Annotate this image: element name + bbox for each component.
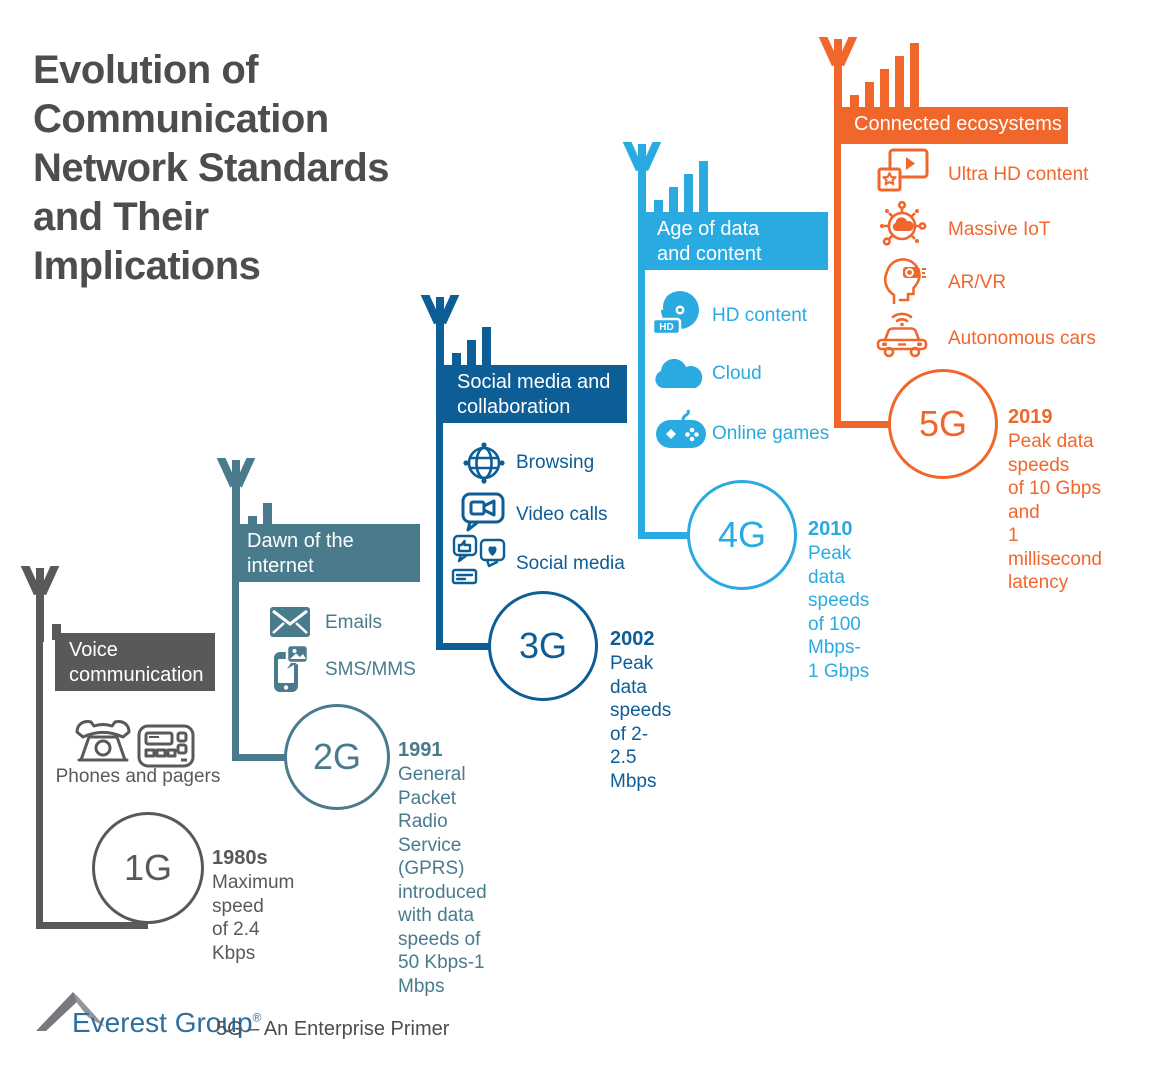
milestone-description-line-1: Peak data speeds xyxy=(1008,431,1094,476)
video-call-icon xyxy=(461,492,505,532)
cloud-icon xyxy=(649,352,707,392)
item-label-3g-3: Social media xyxy=(516,553,625,574)
registered-mark-icon: ® xyxy=(252,1010,262,1025)
milestone-description-line-2: of 100 Mbps-1 Gbps xyxy=(808,613,870,682)
section-header-line-1: Dawn of the xyxy=(247,530,354,552)
social-media-icon xyxy=(451,534,507,586)
envelope-icon xyxy=(270,607,310,637)
antenna-1-bar-icon xyxy=(20,566,68,642)
section-header-3g: Social media and collaboration xyxy=(443,365,627,423)
connector-vertical-line-4g xyxy=(638,205,645,539)
devices-caption-1g: Phones and pagers xyxy=(55,766,221,787)
pager-icon xyxy=(137,723,195,769)
everest-logo-mountain-icon xyxy=(36,990,112,1032)
ar-vr-icon xyxy=(881,254,927,304)
page-title-line-2: Communication xyxy=(33,97,329,141)
item-label-4g-2: Cloud xyxy=(712,363,762,384)
milestone-description-line-1: Maximum speed xyxy=(212,872,295,917)
milestone-year-2g: 1991 xyxy=(398,739,443,761)
section-header-line-1: Social media and xyxy=(457,371,611,393)
item-label-5g-2: Massive IoT xyxy=(948,219,1051,240)
item-label-2g-2: SMS/MMS xyxy=(325,659,416,680)
milestone-year-1g: 1980s xyxy=(212,847,268,869)
rotary-phone-icon xyxy=(72,714,134,768)
milestone-year-3g: 2002 xyxy=(610,628,655,650)
generation-circle-5g: 5G xyxy=(888,369,998,479)
sms-icon xyxy=(273,645,309,693)
section-header-1g: Voice communication xyxy=(55,633,215,691)
globe-icon xyxy=(461,440,507,486)
generation-circle-4g: 4G xyxy=(687,480,797,590)
ultra-hd-icon xyxy=(877,148,929,196)
page-title-line-4: and Their xyxy=(33,195,209,239)
antenna-4-bars-icon xyxy=(622,142,718,218)
footer: Everest Group® 5G – An Enterprise Primer xyxy=(0,985,1170,1055)
section-header-line-2: communication xyxy=(69,664,204,686)
car-icon xyxy=(875,308,929,358)
milestone-description-line-2: (GPRS) introduced with data xyxy=(398,858,487,926)
brand-text: Everest Group xyxy=(72,1007,253,1038)
item-label-2g-1: Emails xyxy=(325,612,383,633)
item-label-4g-1: HD content xyxy=(712,305,808,326)
generation-circle-3g: 3G xyxy=(488,591,598,701)
milestone-description-line-1: Peak data speeds xyxy=(610,653,672,721)
footer-caption: 5G – An Enterprise Primer xyxy=(216,1018,450,1040)
milestone-description-line-2: of 2-2.5 Mbps xyxy=(610,723,657,792)
milestone-info-2g: 1991 General Packet Radio Service (GPRS) i… xyxy=(398,737,487,998)
connector-vertical-line-2g xyxy=(232,518,239,761)
item-label-5g-4: Autonomous cars xyxy=(948,328,1096,349)
milestone-year-4g: 2010 xyxy=(808,518,853,540)
page-title: Evolution of Communication Network Standar… xyxy=(33,46,493,291)
milestone-description-line-4: latency xyxy=(1008,572,1069,593)
generation-circle-2g: 2G xyxy=(284,704,390,810)
connector-vertical-line-1g xyxy=(36,626,43,929)
milestone-description-line-3: 1 millisecond xyxy=(1008,525,1102,570)
section-header-2g: Dawn of the internet xyxy=(233,524,420,582)
milestone-info-4g: 2010 Peak data speeds of 100 Mbps-1 Gbps xyxy=(808,516,869,683)
section-header-line-1: Age of data xyxy=(657,218,760,240)
item-label-3g-1: Browsing xyxy=(516,452,595,473)
milestone-info-1g: 1980s Maximum speed of 2.4 Kbps xyxy=(212,845,294,965)
antenna-3-bars-icon xyxy=(420,295,500,371)
page-title-line-1: Evolution of xyxy=(33,48,259,92)
section-header-line-2: internet xyxy=(247,555,314,577)
milestone-description-line-1: General Packet Radio Service xyxy=(398,764,466,856)
section-header-line-1: Voice xyxy=(69,639,118,661)
item-label-3g-2: Video calls xyxy=(516,504,608,525)
section-header-5g: Connected ecosystems xyxy=(840,107,1068,144)
connector-horizontal-line-1g xyxy=(36,922,148,929)
antenna-5-bars-icon xyxy=(818,37,930,113)
hd-content-icon: HD xyxy=(652,290,700,338)
section-header-line-1: Connected ecosystems xyxy=(854,113,1062,135)
item-label-5g-1: Ultra HD content xyxy=(948,164,1089,185)
milestone-info-3g: 2002 Peak data speeds of 2-2.5 Mbps xyxy=(610,626,671,793)
antenna-2-bars-icon xyxy=(216,458,280,534)
iot-icon xyxy=(877,200,927,252)
connector-vertical-line-5g xyxy=(834,100,841,428)
item-label-4g-3: Online games xyxy=(712,423,830,444)
section-header-line-2: and content xyxy=(657,243,762,265)
milestone-description-line-2: of 10 Gbps and xyxy=(1008,478,1101,523)
svg-text:HD: HD xyxy=(659,322,673,333)
generation-circle-1g: 1G xyxy=(92,812,204,924)
page-title-line-3: Network Standards xyxy=(33,146,390,190)
milestone-description-line-2: of 2.4 Kbps xyxy=(212,919,260,964)
page-title-line-5: Implications xyxy=(33,244,261,288)
milestone-info-5g: 2019 Peak data speeds of 10 Gbps and 1 mill… xyxy=(1008,404,1102,595)
item-label-5g-3: AR/VR xyxy=(948,272,1007,293)
section-header-4g: Age of data and content xyxy=(643,212,828,270)
milestone-year-5g: 2019 xyxy=(1008,406,1053,428)
milestone-description-line-3: speeds of 50 Kbps-1 Mbps xyxy=(398,928,485,997)
milestone-description-line-1: Peak data speeds xyxy=(808,543,870,611)
gamepad-icon xyxy=(654,408,708,454)
connector-vertical-line-3g xyxy=(436,355,443,650)
section-header-line-2: collaboration xyxy=(457,396,571,418)
brand-name: Everest Group® xyxy=(72,1007,261,1039)
